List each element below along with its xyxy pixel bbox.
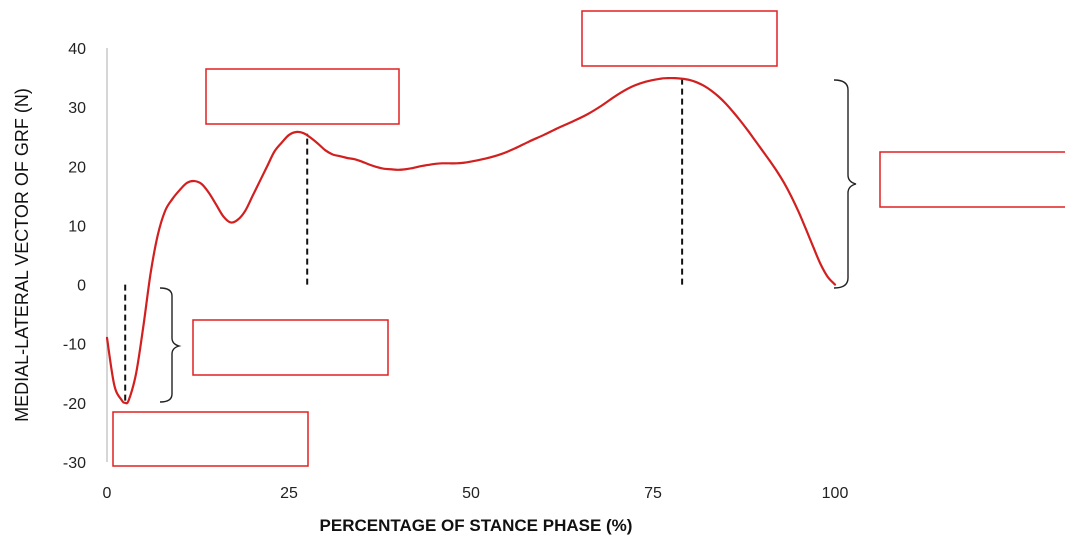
- y-tick-label: -10: [63, 337, 86, 354]
- label-box-trough: [112, 411, 309, 467]
- brace-right: [833, 79, 857, 289]
- series-line: [105, 76, 837, 405]
- y-tick-label: 40: [68, 41, 86, 58]
- x-tick-label: 50: [462, 485, 480, 502]
- y-tick-label: 10: [68, 218, 86, 235]
- x-tick-label: 0: [103, 485, 112, 502]
- brace-left: [159, 287, 182, 403]
- label-box-medial-range: [192, 319, 389, 376]
- x-axis-title: PERCENTAGE OF STANCE PHASE (%): [320, 516, 633, 535]
- label-box-peak-late: [581, 10, 778, 67]
- x-tick-label: 25: [280, 485, 298, 502]
- x-tick-label: 100: [822, 485, 849, 502]
- y-tick-label: 0: [77, 278, 86, 295]
- x-tick-label: 75: [644, 485, 662, 502]
- label-box-peak-early: [205, 68, 400, 125]
- dashed-marker-lines: [124, 78, 684, 403]
- label-box-lateral-range: [879, 151, 1065, 208]
- y-tick-label: 20: [68, 159, 86, 176]
- x-tick-labels: 0 25 50 75 100: [103, 485, 849, 502]
- y-tick-label: 30: [68, 100, 86, 117]
- y-tick-label: -30: [63, 455, 86, 472]
- y-tick-label: -20: [63, 396, 86, 413]
- y-tick-labels: 40 30 20 10 0 -10 -20 -30: [63, 41, 86, 472]
- y-axis-title: MEDIAL-LATERAL VECTOR OF GRF (N): [12, 88, 32, 422]
